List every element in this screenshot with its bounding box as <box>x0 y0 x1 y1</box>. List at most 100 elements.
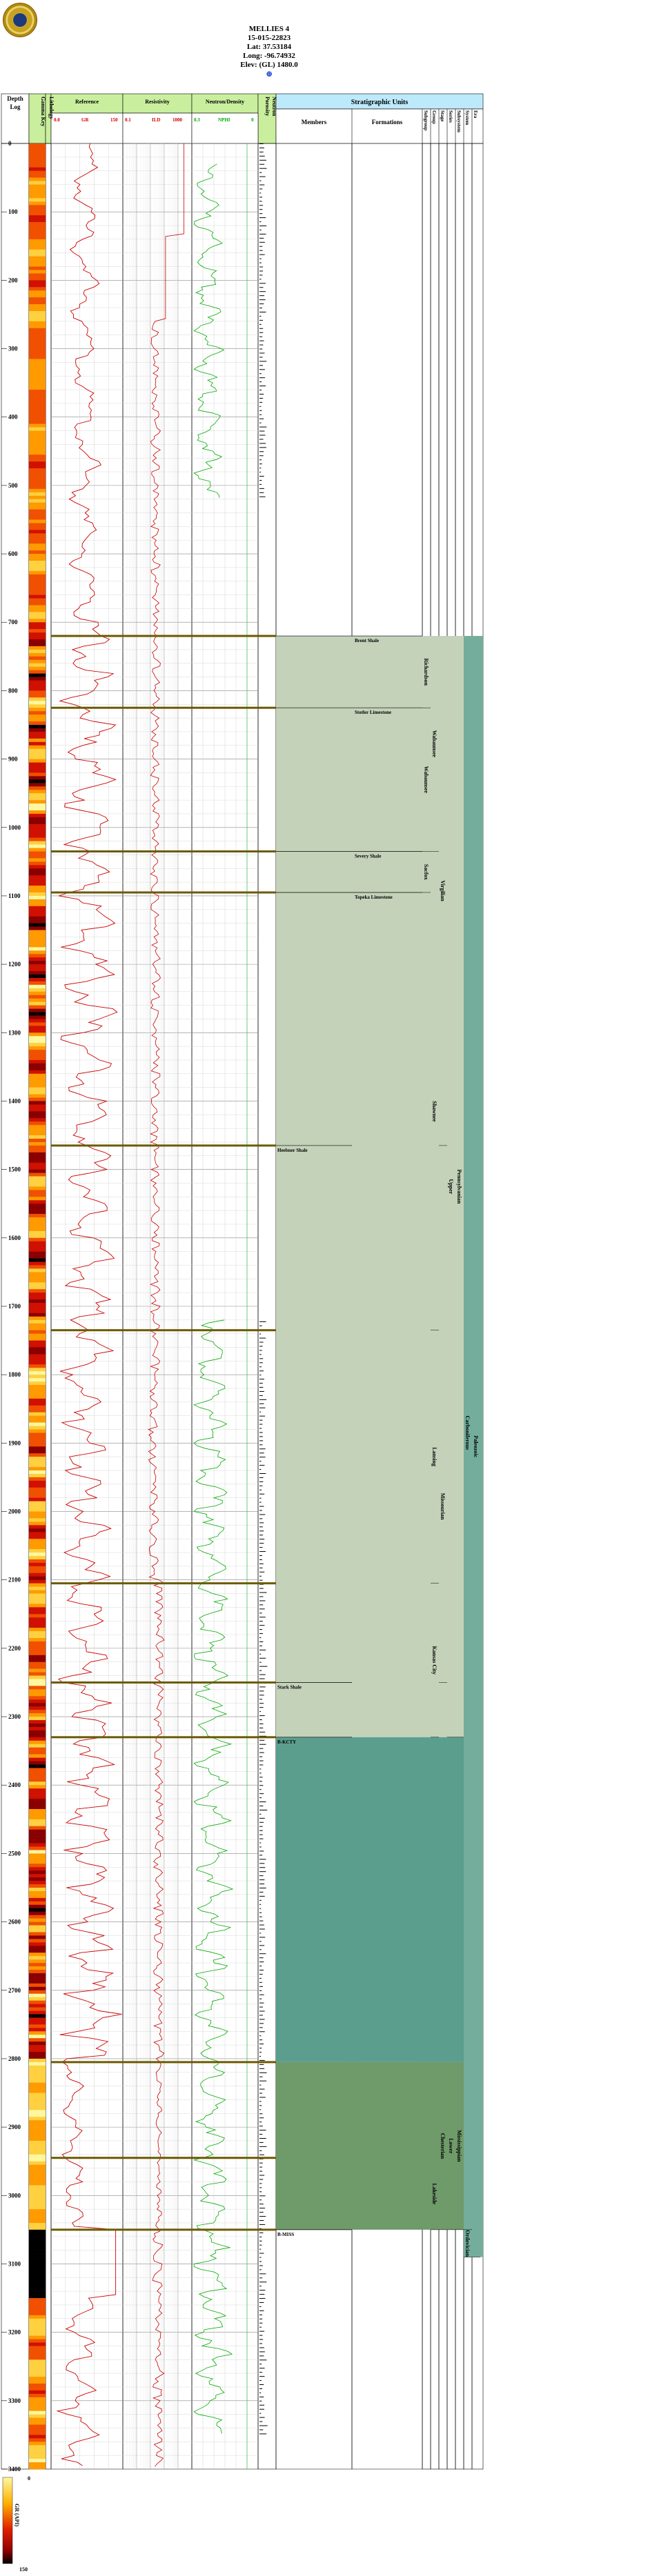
unit-label: Virgilian <box>440 880 446 901</box>
porosity-mark <box>259 2310 264 2311</box>
gamma-key-band <box>29 1867 46 1871</box>
gamma-key-band <box>29 188 46 192</box>
gamma-key-band <box>29 308 46 312</box>
gr-name-label: GR <box>81 117 89 123</box>
porosity-mark <box>259 1472 266 1474</box>
gamma-key-band <box>29 304 46 308</box>
gamma-key-band <box>29 943 46 948</box>
top-label: Brent Shale <box>355 638 379 643</box>
location-target-icon[interactable]: ⊕ <box>265 69 273 79</box>
gamma-key-band <box>29 1453 46 1457</box>
porosity-mark <box>259 241 265 243</box>
gamma-key-band <box>29 2356 46 2360</box>
top-label: Topeka Limestone <box>355 895 393 900</box>
gamma-key-band <box>29 1764 46 1768</box>
gamma-key-band <box>29 608 46 612</box>
porosity-mark <box>259 1715 265 1717</box>
gamma-key-band <box>29 1808 46 1813</box>
subsystem-label: Subsystem <box>456 110 462 132</box>
gamma-key-band <box>29 509 46 513</box>
gamma-key-band <box>29 242 46 247</box>
porosity-mark <box>259 1797 262 1799</box>
gamma-key-band <box>29 1381 46 1386</box>
porosity-mark <box>259 1415 266 1417</box>
gamma-key-band <box>29 191 46 195</box>
porosity-mark <box>259 250 263 251</box>
gamma-key-band <box>29 1309 46 1314</box>
gamma-key-band <box>29 1070 46 1075</box>
porosity-mark <box>259 1863 265 1864</box>
gamma-key-band <box>29 1795 46 1799</box>
gamma-key-band <box>29 1635 46 1639</box>
gamma-key-band <box>29 2253 46 2257</box>
gamma-key-band <box>29 485 46 490</box>
gamma-key-band <box>29 348 46 352</box>
depth-label: 400 <box>8 414 18 421</box>
gamma-key-band <box>29 547 46 551</box>
porosity-mark <box>259 459 262 461</box>
gamma-key-band <box>29 2113 46 2117</box>
gamma-key-band <box>29 1665 46 1669</box>
porosity-mark <box>259 2244 262 2246</box>
gamma-key-band <box>29 226 46 230</box>
porosity-mark <box>259 2055 262 2057</box>
gamma-key-band <box>29 2250 46 2254</box>
gamma-key-band <box>29 1730 46 1735</box>
porosity-mark <box>259 1826 263 1827</box>
gamma-key-band <box>29 1720 46 1724</box>
depth-label: 2200 <box>8 1645 21 1652</box>
gamma-key-band <box>29 1894 46 1899</box>
gamma-key-band <box>29 1193 46 1197</box>
porosity-mark <box>259 2376 265 2377</box>
gamma-key-band <box>29 399 46 404</box>
gamma-key-band <box>29 212 46 216</box>
gamma-key-band <box>29 1395 46 1399</box>
gamma-key-band <box>29 1888 46 1892</box>
porosity-mark <box>259 2413 262 2414</box>
gamma-key-band <box>29 1864 46 1868</box>
top-line <box>51 1144 276 1147</box>
porosity-mark <box>259 1867 266 1868</box>
gamma-key-band <box>29 2068 46 2073</box>
top-label: Severy Shale <box>355 853 381 859</box>
gamma-key-band <box>29 632 46 637</box>
porosity-mark <box>259 348 263 350</box>
porosity-mark <box>259 451 264 452</box>
porosity-mark <box>259 1764 264 1766</box>
gamma-key-band <box>29 2386 46 2391</box>
porosity-mark <box>259 1551 266 1552</box>
gamma-key-band <box>29 1135 46 1139</box>
gamma-key-band <box>29 646 46 650</box>
ild-max-label: 1000 <box>173 117 183 123</box>
depth-header-label: Depth <box>7 95 23 102</box>
gamma-key-band <box>29 1497 46 1501</box>
porosity-mark <box>259 1657 266 1659</box>
gamma-key-band <box>29 1077 46 1081</box>
depth-label: 2500 <box>8 1850 21 1857</box>
gamma-key-band <box>29 567 46 572</box>
gamma-key-band <box>29 1026 46 1030</box>
gamma-key-band <box>29 2035 46 2039</box>
track-frame <box>45 143 52 2470</box>
well-elev: Elev: (GL) 1480.0 <box>240 61 298 69</box>
stage-label: Stage <box>440 110 445 121</box>
gamma-key-band <box>29 205 46 209</box>
top-line <box>51 2061 276 2064</box>
gamma-key-band <box>29 1679 46 1683</box>
porosity-mark <box>259 303 264 305</box>
gamma-key-band <box>29 680 46 684</box>
gamma-key-band <box>29 1788 46 1793</box>
gamma-key-band <box>29 1412 46 1416</box>
unit-label: Carboniferous <box>464 1416 471 1450</box>
porosity-mark <box>259 1547 263 1548</box>
nphi-max-label: 0 <box>251 117 254 123</box>
porosity-mark <box>259 2248 262 2250</box>
gamma-key-band <box>29 1050 46 1054</box>
gamma-key-band <box>29 968 46 972</box>
gamma-key-band <box>29 902 46 907</box>
porosity-mark <box>259 1608 265 1610</box>
gamma-key-band <box>29 971 46 975</box>
log-header-label: Log <box>10 103 21 110</box>
porosity-mark <box>259 1526 263 1528</box>
gamma-key-band <box>29 879 46 883</box>
